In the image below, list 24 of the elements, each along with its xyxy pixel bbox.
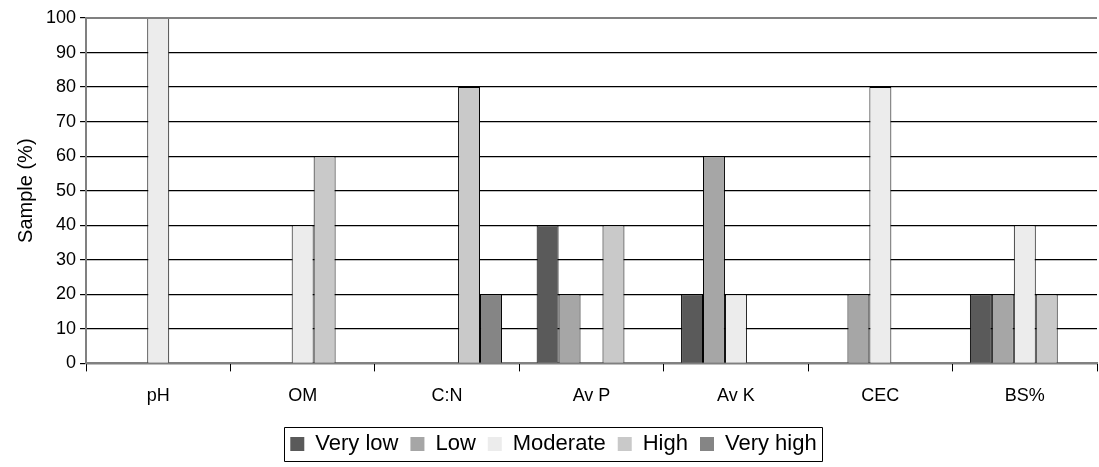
- x-tick-label: Av K: [717, 385, 755, 406]
- y-tick-label: 20: [56, 283, 77, 304]
- x-tick-label: BS%: [1004, 385, 1045, 406]
- y-tick-label: 50: [56, 179, 77, 200]
- y-axis-title: Sample (%): [13, 138, 36, 243]
- y-tick-label: 30: [56, 248, 77, 269]
- legend-label: Very high: [724, 430, 817, 456]
- y-tick-label: 60: [56, 145, 77, 166]
- y-tick-label: 90: [56, 41, 77, 62]
- y-tick-label: 40: [56, 214, 77, 235]
- y-tick-label: 10: [56, 317, 77, 338]
- y-tick-label: 80: [56, 76, 77, 97]
- x-tick-label: Av P: [572, 385, 611, 406]
- x-tick-label: pH: [146, 385, 170, 406]
- y-tick-label: 100: [45, 6, 77, 27]
- x-tick-label: C:N: [431, 385, 463, 406]
- legend-label: Very low: [315, 430, 399, 456]
- y-tick-label: 0: [66, 352, 77, 373]
- legend-label: High: [642, 430, 688, 456]
- x-tick-label: OM: [288, 385, 318, 406]
- legend-label: Moderate: [512, 430, 606, 456]
- y-tick-label: 70: [56, 110, 77, 131]
- legend-label: Low: [435, 430, 476, 456]
- x-tick-label: CEC: [861, 385, 900, 406]
